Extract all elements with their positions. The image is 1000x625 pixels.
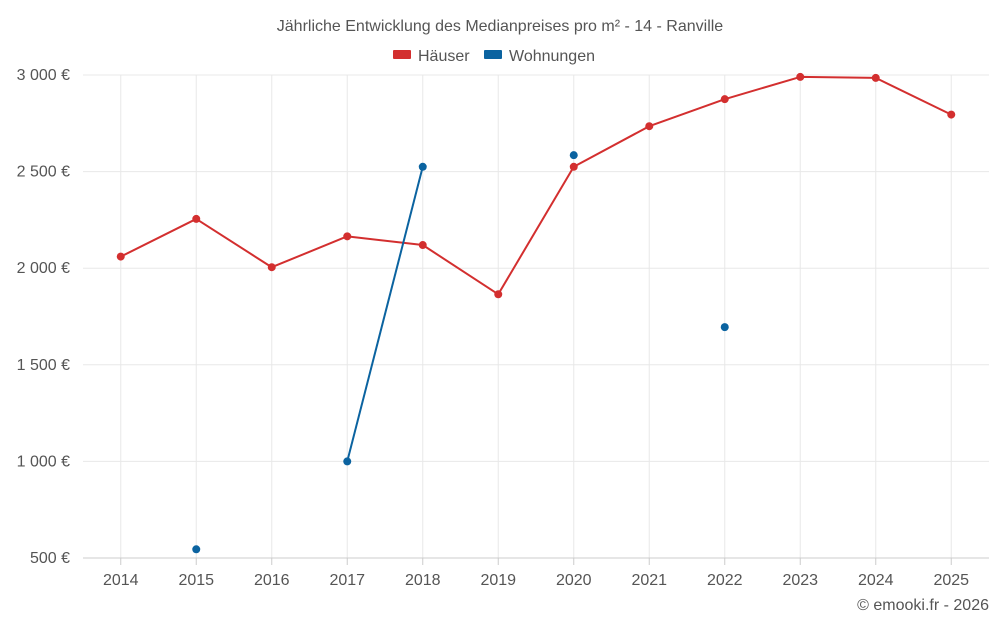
- data-point-wohnungen[interactable]: [569, 151, 578, 160]
- x-tick-label: 2023: [782, 572, 818, 589]
- data-point-haeuser[interactable]: [720, 95, 729, 104]
- data-point-wohnungen[interactable]: [192, 545, 201, 554]
- credit-text: © emooki.fr - 2026: [857, 597, 989, 614]
- x-tick-label: 2021: [631, 572, 667, 589]
- y-tick-label: 3 000 €: [17, 67, 70, 84]
- data-point-haeuser[interactable]: [645, 122, 654, 131]
- x-tick-label: 2025: [933, 572, 969, 589]
- x-axis: 2014 2015 2016 2017 2018 2019 2020 2021 2022 2023…: [83, 557, 989, 589]
- data-point-haeuser[interactable]: [267, 263, 276, 272]
- data-point-haeuser[interactable]: [947, 110, 956, 119]
- grid: [83, 74, 989, 558]
- data-point-haeuser[interactable]: [494, 290, 503, 299]
- y-axis: 500 € 1 000 € 1 500 € 2 000 € 2 500 € 3 000 €: [17, 67, 70, 567]
- x-tick-label: 2015: [178, 572, 214, 589]
- y-tick-label: 500 €: [30, 550, 70, 567]
- chart-title: Jährliche Entwicklung des Medianpreises …: [277, 18, 724, 35]
- data-point-haeuser[interactable]: [796, 72, 805, 81]
- x-tick-label: 2017: [329, 572, 365, 589]
- data-point-haeuser[interactable]: [116, 252, 125, 261]
- x-tick-label: 2018: [405, 572, 441, 589]
- data-point-haeuser[interactable]: [418, 241, 427, 250]
- legend-item-haeuser[interactable]: Häuser: [393, 48, 470, 65]
- legend-item-wohnungen[interactable]: Wohnungen: [484, 48, 595, 65]
- x-tick-label: 2024: [858, 572, 894, 589]
- y-tick-label: 1 000 €: [17, 453, 70, 470]
- legend-swatch-haeuser: [393, 50, 411, 59]
- x-tick-label: 2014: [103, 572, 139, 589]
- data-point-haeuser[interactable]: [343, 232, 352, 241]
- legend-label-wohnungen: Wohnungen: [509, 48, 595, 65]
- data-point-wohnungen[interactable]: [720, 323, 729, 332]
- data-point-wohnungen[interactable]: [418, 162, 427, 171]
- x-tick-label: 2022: [707, 572, 743, 589]
- y-tick-label: 2 000 €: [17, 260, 70, 277]
- data-point-haeuser[interactable]: [192, 214, 201, 223]
- x-tick-label: 2016: [254, 572, 290, 589]
- y-tick-label: 2 500 €: [17, 164, 70, 181]
- legend: Häuser Wohnungen: [393, 48, 595, 65]
- legend-label-haeuser: Häuser: [418, 48, 470, 65]
- x-tick-label: 2020: [556, 572, 592, 589]
- series-group: [116, 72, 956, 554]
- y-tick-label: 1 500 €: [17, 357, 70, 374]
- data-point-wohnungen[interactable]: [343, 457, 352, 466]
- series-line-wohnungen: [346, 166, 424, 462]
- series-line-haeuser: [120, 75, 952, 296]
- data-point-haeuser[interactable]: [569, 162, 578, 171]
- data-point-haeuser[interactable]: [871, 73, 880, 82]
- x-tick-label: 2019: [480, 572, 516, 589]
- legend-swatch-wohnungen: [484, 50, 502, 59]
